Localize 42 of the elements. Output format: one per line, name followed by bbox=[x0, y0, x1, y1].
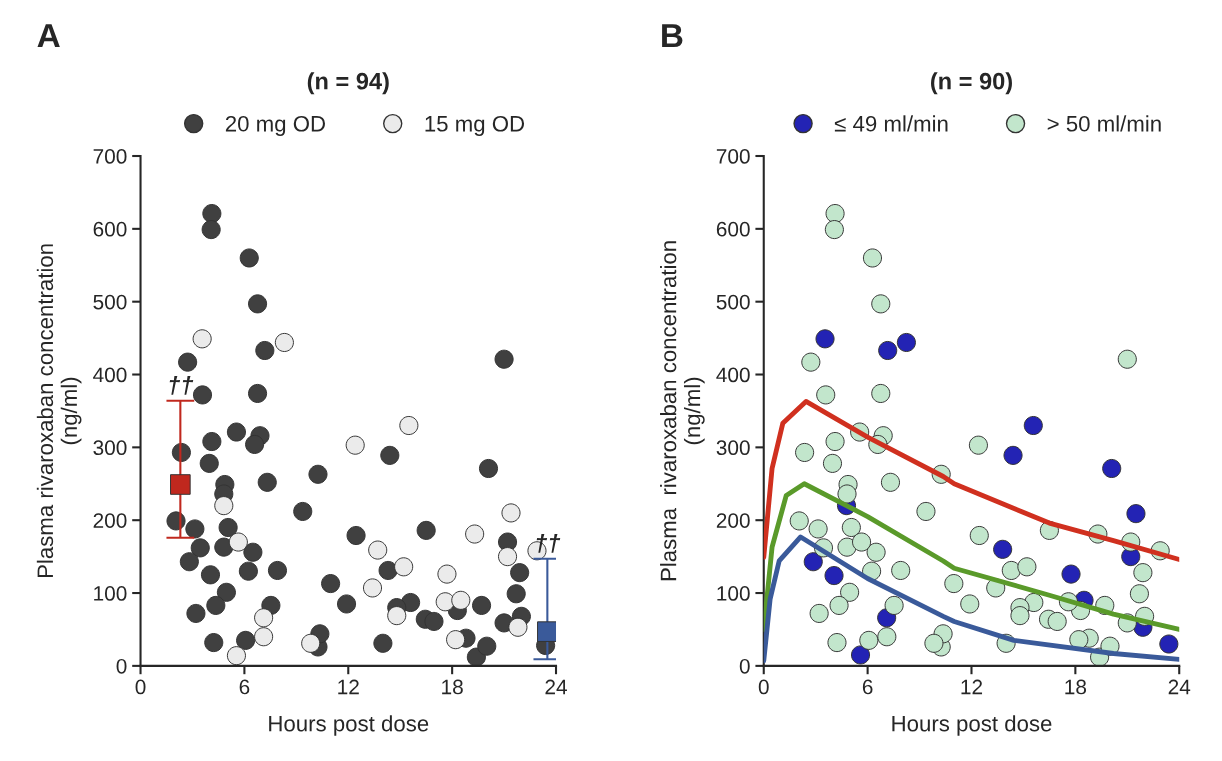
y-tick-label: 700 bbox=[93, 149, 127, 164]
annotation: †† bbox=[536, 534, 561, 553]
y-tick-label: 600 bbox=[93, 221, 127, 237]
y-tick-label: 0 bbox=[116, 658, 127, 674]
text: B bbox=[662, 24, 683, 48]
y-tick-label: 700 bbox=[716, 149, 750, 164]
y-tick-label: 300 bbox=[93, 440, 127, 456]
x-tick-label: 24 bbox=[545, 679, 567, 695]
chart-title: (n = 90) bbox=[931, 72, 1012, 95]
y-tick-label: 500 bbox=[716, 294, 750, 310]
x-tick-label: 0 bbox=[758, 679, 769, 695]
x-tick-label: 18 bbox=[1065, 679, 1087, 695]
legend-label: > 50 ml/min bbox=[1047, 115, 1161, 132]
y-tick-label: 300 bbox=[716, 440, 750, 456]
chart-title: (n = 94) bbox=[307, 72, 389, 95]
x-tick-label: 0 bbox=[135, 679, 146, 695]
text: A bbox=[37, 24, 60, 48]
x-tick-label: 6 bbox=[862, 679, 873, 695]
x-tick-label: 12 bbox=[961, 679, 983, 695]
x-tick-label: 18 bbox=[442, 679, 463, 695]
x-tick-label: 12 bbox=[338, 679, 359, 695]
line-series bbox=[763, 399, 1180, 562]
y-tick-label: 100 bbox=[717, 586, 750, 601]
y-axis-title: Plasma rivaroxaban concentration (ng/ml) bbox=[660, 241, 705, 581]
y-tick-label: 200 bbox=[716, 513, 750, 528]
line-series bbox=[763, 481, 1180, 632]
y-tick-label: 200 bbox=[93, 513, 127, 528]
y-tick-label: 400 bbox=[716, 367, 750, 383]
x-tick-label: 24 bbox=[1168, 679, 1191, 695]
y-tick-label: 600 bbox=[716, 221, 750, 237]
annotation: †† bbox=[169, 375, 194, 395]
y-tick-label: 400 bbox=[93, 367, 127, 383]
x-tick-label: 6 bbox=[239, 679, 250, 695]
y-tick-label: 0 bbox=[739, 658, 750, 674]
x-axis-title: Hours post dose bbox=[269, 715, 429, 736]
y-tick-label: 100 bbox=[94, 586, 127, 601]
x-axis-title: Hours post dose bbox=[892, 715, 1052, 736]
legend-label: ≤ 49 ml/min bbox=[834, 115, 948, 132]
legend-label: 15 mg OD bbox=[425, 115, 525, 137]
legend-label: 20 mg OD bbox=[225, 115, 325, 137]
y-axis-title: Plasma rivaroxaban concentration (ng/ml) bbox=[36, 244, 82, 578]
y-tick-label: 500 bbox=[93, 294, 127, 310]
